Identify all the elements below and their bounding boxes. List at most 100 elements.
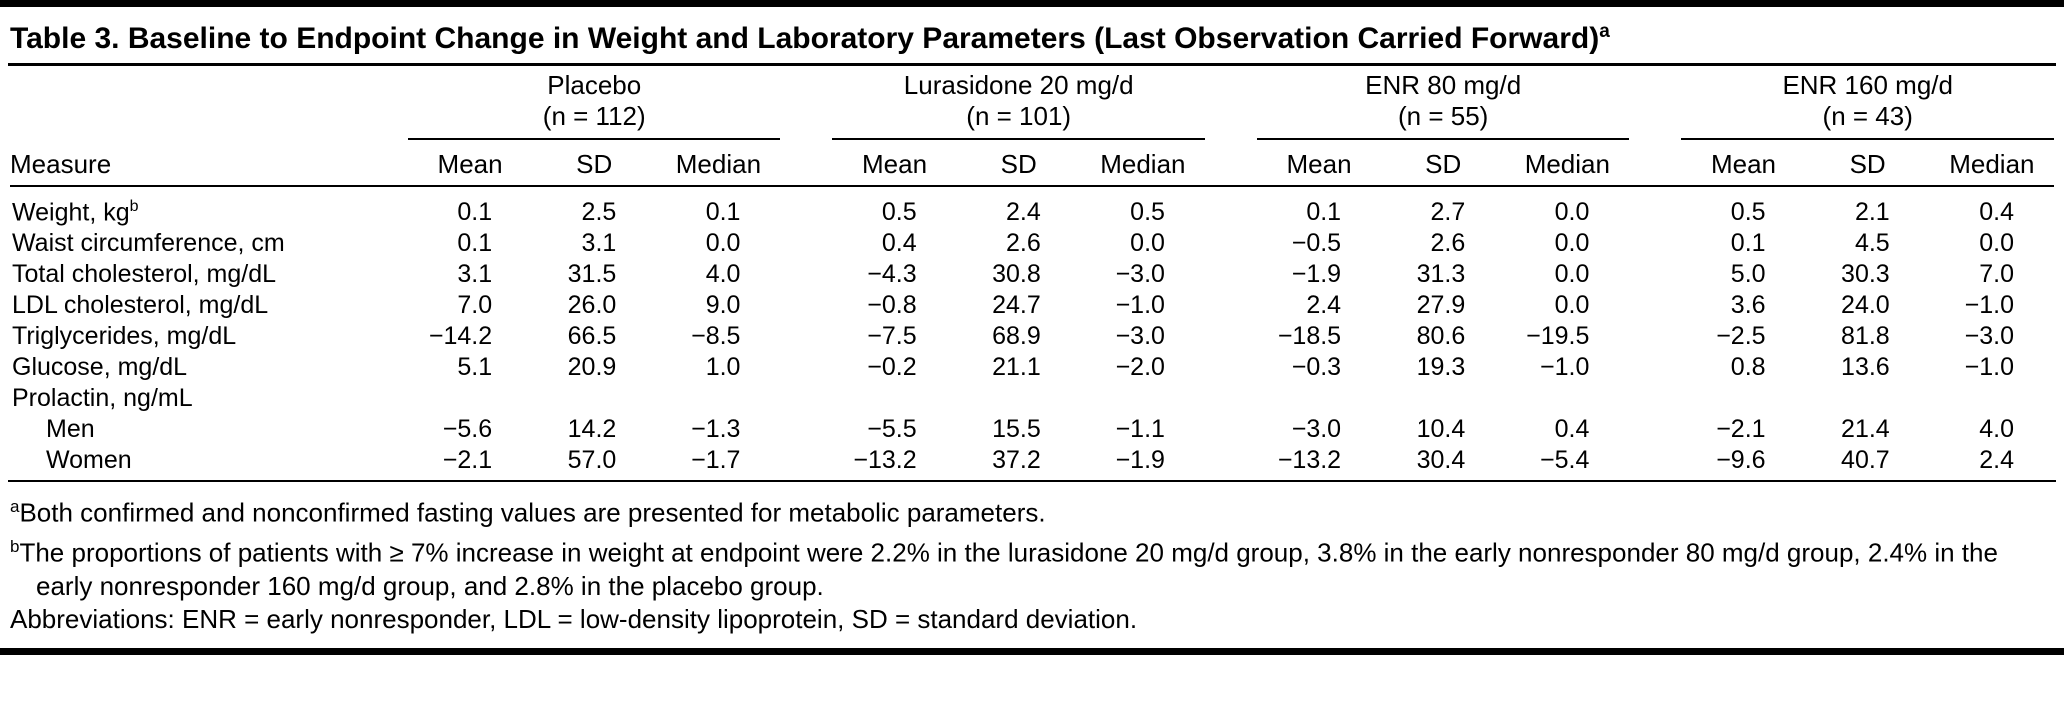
group-header: ENR 80 mg/d (n = 55)	[1256, 70, 1630, 140]
value-cell: 0.5	[881, 198, 917, 227]
sub-column-header: SD	[1805, 139, 1930, 187]
value-cell: 31.3	[1416, 260, 1466, 289]
group-gap	[1205, 383, 1257, 414]
group-gap	[1629, 259, 1681, 290]
value-cell: 80.6	[1416, 322, 1466, 351]
value-cell: 9.0	[705, 291, 741, 320]
group-name: ENR 80 mg/d	[1365, 70, 1522, 100]
measure-cell: Triglycerides, mg/dL	[12, 322, 237, 351]
group-gap	[780, 352, 832, 383]
value-cell: 24.7	[992, 291, 1041, 320]
footnotes: aBoth confirmed and nonconfirmed fasting…	[0, 482, 2064, 647]
group-header: Placebo (n = 112)	[408, 70, 781, 140]
table-head: Placebo (n = 112) Lurasidone 20 mg/d (n = 1…	[10, 70, 2054, 187]
group-gap	[1629, 414, 1681, 445]
value-cell: 2.1	[1854, 198, 1890, 227]
measure-cell: Glucose, mg/dL	[12, 353, 188, 382]
value-cell: 21.1	[992, 353, 1041, 382]
group-gap	[1205, 445, 1257, 480]
value-cell: 0.0	[1979, 229, 2014, 258]
sub-column-header: Median	[1080, 139, 1205, 187]
table-row: Prolactin, ng/mL	[10, 383, 2054, 414]
footnote-superscript: a	[10, 497, 20, 517]
value-cell	[1681, 383, 1805, 414]
measure-cell: LDL cholesterol, mg/dL	[12, 291, 269, 320]
group-gap	[1629, 383, 1681, 414]
sub-column-header: SD	[532, 139, 657, 187]
value-cell	[1257, 383, 1381, 414]
value-cell: −3.0	[1964, 322, 2014, 351]
value-cell	[1505, 383, 1629, 414]
value-cell: 19.3	[1416, 353, 1466, 382]
table-title: Table 3. Baseline to Endpoint Change in …	[10, 15, 2054, 56]
value-cell: 0.0	[705, 229, 741, 258]
sub-column-header: SD	[956, 139, 1081, 187]
value-cell: 13.6	[1841, 353, 1890, 382]
footnote: bThe proportions of patients with ≥ 7% i…	[10, 536, 1998, 601]
value-cell	[1806, 383, 1930, 414]
value-cell	[1381, 383, 1505, 414]
bottom-border-rule	[0, 647, 2064, 655]
value-cell: 2.5	[581, 198, 617, 227]
table-title-text: Table 3. Baseline to Endpoint Change in …	[10, 22, 1600, 55]
group-header: ENR 160 mg/d (n = 43)	[1681, 70, 2054, 140]
value-cell: −2.1	[442, 446, 493, 475]
sub-column-header: Median	[1505, 139, 1630, 187]
table-row: Glucose, mg/dL 5.1 20.9 1.0 −0.2 21.1 −2.0 −0.3…	[10, 352, 2054, 383]
group-gap	[1629, 139, 1682, 187]
group-n: (n = 55)	[1398, 101, 1489, 131]
group-gap	[780, 445, 832, 480]
table-row: Men −5.6 14.2 −1.3 −5.5 15.5 −1.1 −3.0 10.4 0.4 −2…	[10, 414, 2054, 445]
value-cell: 0.4	[1979, 198, 2014, 227]
value-cell: −1.0	[1964, 353, 2014, 382]
value-cell: 26.0	[567, 291, 617, 320]
measure-cell: Men	[46, 415, 95, 444]
group-gap	[1205, 259, 1257, 290]
value-cell: 0.0	[1554, 229, 1590, 258]
footnote-superscript: b	[10, 536, 20, 556]
group-gap	[1629, 445, 1681, 480]
value-cell: 4.5	[1854, 229, 1890, 258]
value-cell: 15.5	[992, 415, 1041, 444]
value-cell: 7.0	[457, 291, 493, 320]
value-cell: −1.3	[691, 415, 741, 444]
measure-cell: Waist circumference, cm	[12, 229, 285, 258]
value-cell: 20.9	[567, 353, 617, 382]
value-cell: −0.2	[867, 353, 917, 382]
footnote: aBoth confirmed and nonconfirmed fasting…	[10, 497, 1046, 528]
footnote-divider-rule	[8, 480, 2056, 483]
value-cell: −14.2	[428, 322, 493, 351]
value-cell: 5.0	[1730, 260, 1766, 289]
value-cell: 5.1	[457, 353, 493, 382]
value-cell: 0.1	[457, 229, 493, 258]
value-cell: −1.9	[1291, 260, 1342, 289]
value-cell: −1.0	[1540, 353, 1590, 382]
value-cell: −5.5	[867, 415, 917, 444]
value-cell	[656, 383, 780, 414]
group-name: Placebo	[547, 70, 642, 100]
title-underline-rule	[8, 63, 2056, 66]
table-body: Weight, kgb 0.1 2.5 0.1 0.5 2.4 0.5 0.1 2.7 0.0 0.…	[10, 186, 2054, 480]
group-name: Lurasidone 20 mg/d	[903, 70, 1134, 100]
group-name: ENR 160 mg/d	[1782, 70, 1953, 100]
sub-column-header: Median	[656, 139, 781, 187]
group-gap	[1204, 139, 1257, 187]
top-border-rule	[0, 0, 2064, 7]
value-cell: −1.9	[1115, 446, 1165, 475]
value-cell: 0.1	[1306, 198, 1342, 227]
table-title-row: Table 3. Baseline to Endpoint Change in …	[0, 7, 2064, 63]
footnote: Abbreviations: ENR = early nonresponder,…	[10, 603, 1138, 634]
table-row: Women −2.1 57.0 −1.7 −13.2 37.2 −1.9 −13.2 30.4 −…	[10, 445, 2054, 480]
value-cell: 4.0	[705, 260, 741, 289]
sub-column-header: Median	[1929, 139, 2054, 187]
measure-cell: Total cholesterol, mg/dL	[12, 260, 277, 289]
group-gap	[1629, 290, 1681, 321]
group-gap	[780, 383, 832, 414]
measure-cell: Weight, kgb	[12, 198, 139, 227]
value-cell	[532, 383, 656, 414]
value-cell: 0.0	[1130, 229, 1165, 258]
value-cell: 2.6	[1430, 229, 1466, 258]
value-cell: −9.6	[1716, 446, 1766, 475]
value-cell: 4.0	[1979, 415, 2014, 444]
value-cell: 3.1	[581, 229, 617, 258]
